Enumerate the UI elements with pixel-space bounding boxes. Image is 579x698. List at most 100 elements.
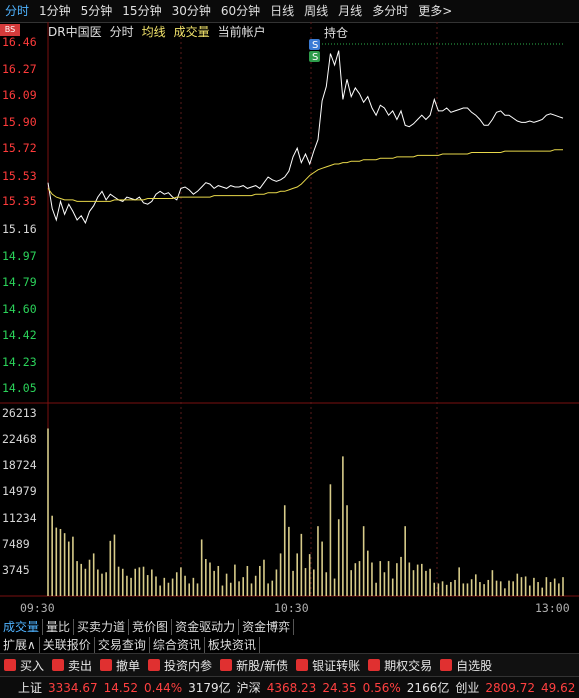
chart-header: DR中国医 分时 均线 成交量 当前帐户 <box>48 24 266 40</box>
price-tick-2: 16.09 <box>2 88 37 103</box>
action-7[interactable]: 自选股 <box>436 657 496 674</box>
price-tick-7: 15.16 <box>2 221 37 236</box>
indicator-tab-0[interactable]: 成交量 <box>0 618 44 635</box>
tab-1[interactable]: 1分钟 <box>39 4 71 18</box>
sh-amount: 3179亿 <box>188 681 231 695</box>
price-tick-4: 15.72 <box>2 141 37 156</box>
buy-marker-icon <box>309 51 320 62</box>
indicator-tab-3[interactable]: 竞价图 <box>129 618 173 635</box>
action-3[interactable]: 投资内参 <box>144 657 216 674</box>
cy-change: 49.62 <box>540 680 576 695</box>
hs-value: 4368.23 <box>266 680 317 695</box>
action-label: 期权交易 <box>384 658 433 673</box>
action-5[interactable]: 银证转账 <box>292 657 364 674</box>
action-6[interactable]: 期权交易 <box>364 657 436 674</box>
tab-10[interactable]: 更多> <box>418 4 453 18</box>
indicator-tabs: 成交量 量比 买卖力道 竞价图 资金驱动力 资金博弈 <box>0 618 579 635</box>
action-label: 买入 <box>20 658 45 673</box>
fenshi-label[interactable]: 分时 <box>109 25 134 39</box>
info-tab-2[interactable]: 交易查询 <box>95 636 150 653</box>
info-tab-3[interactable]: 综合资讯 <box>150 636 205 653</box>
buy-icon <box>4 659 16 671</box>
volume-tick-5: 7489 <box>2 536 30 551</box>
volume-tick-3: 14979 <box>2 484 37 499</box>
info-tab-4[interactable]: 板块资讯 <box>205 636 260 653</box>
index-status-bar: 上证 3334.67 14.52 0.44% 3179亿 沪深 4368.23 … <box>0 676 579 698</box>
tab-8[interactable]: 月线 <box>338 4 363 18</box>
volume-tick-2: 18724 <box>2 458 37 473</box>
sell-marker-icon <box>309 39 320 50</box>
tab-4[interactable]: 30分钟 <box>171 4 211 18</box>
volume-tick-4: 11234 <box>2 510 37 525</box>
sh-change: 14.52 <box>103 680 138 695</box>
action-1[interactable]: 卖出 <box>48 657 96 674</box>
tab-2[interactable]: 5分钟 <box>80 4 113 18</box>
price-tick-0: 16.46 <box>2 35 37 49</box>
time-tick-2: 13:00 <box>535 601 570 615</box>
sh-value: 3334.67 <box>48 680 98 695</box>
hs-label: 沪深 <box>236 681 261 695</box>
info-tabs: 扩展∧ 关联报价 交易查询 综合资讯 板块资讯 <box>0 636 579 653</box>
price-tick-10: 14.60 <box>2 302 37 317</box>
tab-7[interactable]: 周线 <box>304 4 329 18</box>
tab-5[interactable]: 60分钟 <box>220 4 261 18</box>
time-tick-1: 10:30 <box>274 601 309 615</box>
sh-pct: 0.44% <box>144 680 183 695</box>
cancel-icon <box>100 659 113 671</box>
tab-0[interactable]: 分时 <box>5 4 30 18</box>
bs-marker[interactable]: BS <box>0 24 20 36</box>
watchlist-icon <box>440 659 453 671</box>
action-label: 投资内参 <box>164 658 213 673</box>
price-tick-5: 15.53 <box>2 168 37 183</box>
indicator-tab-1[interactable]: 量比 <box>43 618 75 635</box>
tab-9[interactable]: 多分时 <box>372 4 409 18</box>
action-4[interactable]: 新股/新债 <box>216 657 292 674</box>
volume-tick-1: 22468 <box>2 432 37 447</box>
cy-label: 创业 <box>455 681 480 695</box>
action-label: 新股/新债 <box>236 658 289 673</box>
stock-name: DR中国医 <box>48 25 102 39</box>
action-label: 银证转账 <box>312 658 361 673</box>
time-tick-0: 09:30 <box>20 601 55 615</box>
price-tick-9: 14.79 <box>2 274 37 289</box>
intraday-chart: SS <box>0 22 579 597</box>
tab-6[interactable]: 日线 <box>270 4 295 18</box>
info-tab-1[interactable]: 关联报价 <box>40 636 95 653</box>
price-tick-13: 14.05 <box>2 381 37 395</box>
action-2[interactable]: 撤单 <box>96 657 144 674</box>
info-tab-0[interactable]: 扩展∧ <box>0 636 40 653</box>
hs-change: 24.35 <box>322 680 357 695</box>
buy-marker-label: S <box>312 52 318 63</box>
indicator-tab-4[interactable]: 资金驱动力 <box>172 618 240 635</box>
sell-marker-label: S <box>312 40 318 51</box>
price-tick-12: 14.23 <box>2 355 37 370</box>
price-tick-1: 16.27 <box>2 62 37 77</box>
period-tabs: 分时 1分钟 5分钟 15分钟 30分钟 60分钟 日线 周线 月线 多分时 更多> <box>0 0 579 23</box>
volume-tick-6: 3745 <box>2 562 30 577</box>
action-label: 自选股 <box>456 658 493 673</box>
position-label[interactable]: 持仓 <box>324 26 349 40</box>
action-label: 卖出 <box>68 658 93 673</box>
transfer-icon <box>296 659 309 671</box>
hs-pct: 0.56% <box>362 680 401 695</box>
price-tick-3: 15.90 <box>2 115 37 130</box>
price-line <box>47 50 564 225</box>
volume-tick-0: 26213 <box>2 406 37 420</box>
sell-icon <box>52 659 65 671</box>
option-icon <box>368 659 381 671</box>
avg-line-label[interactable]: 均线 <box>141 25 166 39</box>
account-label[interactable]: 当前帐户 <box>217 25 266 39</box>
price-tick-11: 14.42 <box>2 327 37 342</box>
avg-price-line <box>47 149 563 202</box>
tab-3[interactable]: 15分钟 <box>122 4 162 18</box>
ipo-icon <box>220 659 233 671</box>
trade-actions-bar: 买入 卖出 撤单 投资内参 新股/新债 银证转账 期权交易 自选股 <box>0 653 579 676</box>
volume-label[interactable]: 成交量 <box>173 25 210 39</box>
hs-amount: 2166亿 <box>406 681 450 695</box>
sh-label: 上证 <box>18 681 43 695</box>
indicator-tab-2[interactable]: 买卖力道 <box>74 618 130 635</box>
indicator-tab-5[interactable]: 资金博弈 <box>239 618 295 635</box>
price-tick-6: 15.35 <box>2 194 37 209</box>
action-0[interactable]: 买入 <box>0 657 48 674</box>
action-label: 撤单 <box>116 658 141 673</box>
